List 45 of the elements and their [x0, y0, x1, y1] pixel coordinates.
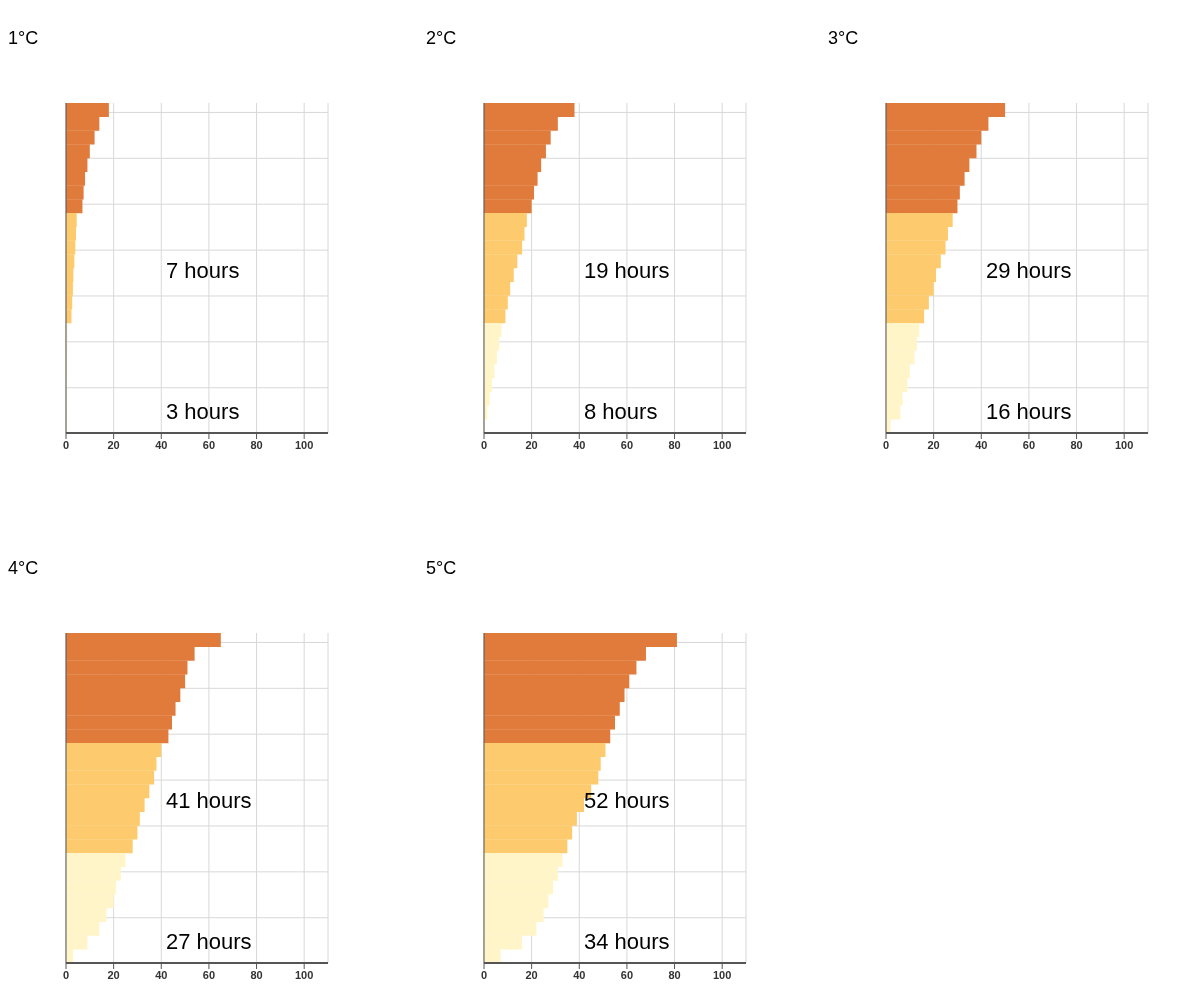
annotation: 7 hours: [166, 258, 240, 285]
annotation: 52 hours: [584, 788, 670, 815]
annotation: 34 hours: [584, 928, 670, 955]
x-tick-label: 0: [62, 968, 70, 981]
x-tick-label: 80: [668, 438, 681, 451]
x-tick-label: 0: [480, 438, 488, 451]
x-tick-label: 40: [155, 968, 168, 981]
x-tick-label: 100: [1115, 438, 1134, 451]
x-tick-label: 100: [295, 968, 314, 981]
x-tick-label: 60: [620, 968, 634, 981]
x-tick-label: 100: [295, 438, 314, 451]
x-tick-label: 100: [713, 968, 732, 981]
x-tick-label: 60: [1022, 438, 1036, 451]
x-tick-label: 20: [525, 438, 538, 451]
x-tick-label: 40: [573, 438, 586, 451]
x-tick-label: 40: [573, 968, 586, 981]
x-tick-label: 80: [250, 968, 263, 981]
chart-title: 4°C: [8, 558, 39, 579]
x-tick-label: 40: [155, 438, 168, 451]
annotation: 16 hours: [986, 398, 1072, 425]
x-tick-label: 20: [525, 968, 538, 981]
x-tick-label: 20: [927, 438, 940, 451]
chart-title: 5°C: [426, 558, 457, 579]
x-tick-label: 60: [202, 438, 216, 451]
x-tick-label: 60: [620, 438, 634, 451]
x-tick-label: 100: [713, 438, 732, 451]
x-tick-label: 0: [480, 968, 488, 981]
x-tick-label: 60: [202, 968, 216, 981]
chart-title: 2°C: [426, 28, 457, 49]
x-tick-label: 20: [107, 968, 120, 981]
chart-title: 1°C: [8, 28, 39, 49]
chart-title: 3°C: [828, 28, 859, 49]
x-tick-label: 20: [107, 438, 120, 451]
x-tick-label: 0: [62, 438, 70, 451]
x-tick-label: 80: [668, 968, 681, 981]
annotation: 19 hours: [584, 258, 670, 285]
annotation: 3 hours: [166, 398, 240, 425]
annotation: 27 hours: [166, 928, 252, 955]
annotation: 29 hours: [986, 258, 1072, 285]
x-tick-label: 80: [250, 438, 263, 451]
annotation: 41 hours: [166, 788, 252, 815]
x-tick-label: 40: [975, 438, 988, 451]
x-tick-label: 80: [1070, 438, 1083, 451]
x-tick-label: 0: [882, 438, 890, 451]
annotation: 8 hours: [584, 398, 658, 425]
